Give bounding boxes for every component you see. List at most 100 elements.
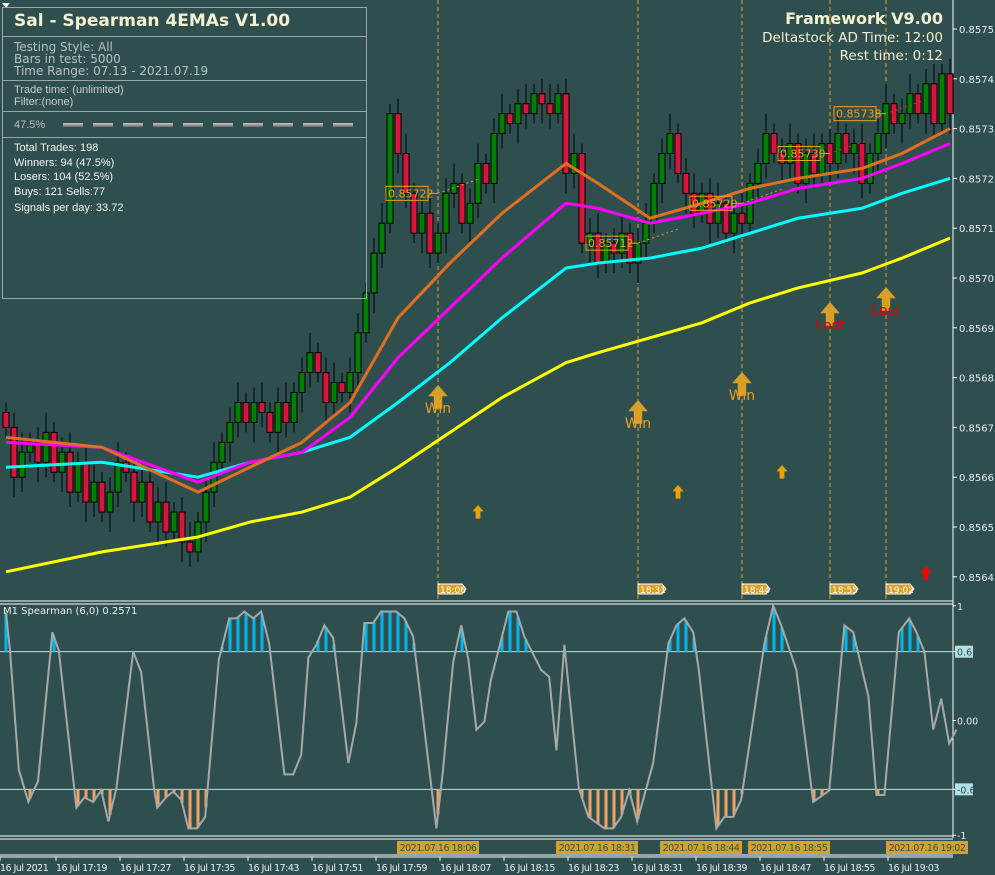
- candle-body: [314, 352, 322, 374]
- candle: [626, 223, 634, 274]
- candle-body: [546, 103, 554, 115]
- candle-body: [466, 202, 474, 224]
- candle: [242, 392, 250, 433]
- candle-body: [2, 411, 10, 428]
- candle-body: [74, 461, 82, 493]
- candle-body: [338, 382, 346, 394]
- price-tick-label: 0.85655: [959, 523, 995, 534]
- candle-body: [330, 382, 338, 403]
- test-settings: Testing Style: All Bars in test: 5000 Ti…: [3, 37, 366, 81]
- time-tick-label: 16 Jul 17:27: [120, 863, 171, 874]
- candle-body: [906, 93, 914, 115]
- candle-body: [346, 372, 354, 394]
- lost-arrow-icon: [876, 287, 896, 311]
- candle-body: [682, 172, 690, 194]
- candle-body: [218, 441, 226, 463]
- candle: [506, 103, 514, 134]
- candle: [570, 133, 578, 189]
- trade-time-axis-label: 2021.07.16 18:55: [751, 843, 828, 854]
- candle-body: [130, 471, 138, 503]
- candle-body: [186, 541, 194, 553]
- candle: [258, 382, 266, 428]
- trade-time: Trade time: (unlimited): [14, 84, 124, 96]
- candle: [442, 178, 450, 254]
- candle: [586, 218, 594, 264]
- candle: [74, 452, 82, 503]
- candle-body: [34, 441, 42, 463]
- candle: [538, 78, 546, 124]
- win-rate-segment: [123, 122, 144, 127]
- entry-price-label: 0.85738: [836, 108, 882, 121]
- candle: [418, 198, 426, 254]
- candle: [890, 93, 898, 134]
- candle-body: [82, 461, 90, 503]
- candle: [802, 138, 810, 204]
- candle-body: [578, 153, 586, 244]
- candle: [298, 357, 306, 413]
- candle-body: [530, 93, 538, 115]
- candle-body: [498, 113, 506, 135]
- candle: [394, 98, 402, 174]
- candle-body: [778, 153, 786, 164]
- candle-body: [274, 402, 282, 433]
- candle: [266, 402, 274, 443]
- signal-arrow-icon: [776, 465, 788, 479]
- win-arrow-icon: [628, 400, 648, 424]
- candle: [762, 113, 770, 179]
- candle: [770, 123, 778, 164]
- candle: [786, 123, 794, 179]
- panel-collapse-icon[interactable]: [2, 3, 10, 8]
- entry-price-label: 0.85722: [388, 187, 434, 200]
- time-tick-label: 16 Jul 18:15: [504, 863, 555, 874]
- candle-body: [882, 103, 890, 135]
- trade-time-axis-label: 2021.07.16 19:02: [889, 843, 966, 854]
- candle: [842, 123, 850, 164]
- trade-time-label: 18:31: [640, 586, 666, 596]
- price-tick-label: 0.85705: [959, 274, 995, 285]
- trade-time-axis-bg: [660, 841, 742, 854]
- trade-result-label: Win: [425, 401, 451, 417]
- time-tick-label: 16 Jul 17:43: [248, 863, 299, 874]
- time-tick-label: 16 Jul 18:31: [632, 863, 683, 874]
- candle-body: [354, 332, 362, 374]
- candle-body: [50, 431, 58, 473]
- win-rate-segment: [213, 122, 234, 127]
- candle: [514, 88, 522, 144]
- win-rate-segment: [63, 122, 84, 127]
- win-arrow-icon: [732, 372, 752, 396]
- price-tick-label: 0.85685: [959, 374, 995, 385]
- trade-time-axis-bg: [886, 841, 968, 854]
- candle-body: [322, 372, 330, 403]
- candle-body: [938, 73, 946, 125]
- win-rate-segment: [243, 122, 264, 127]
- trade-time-axis-marker: 2021.07.16 18:44: [660, 841, 742, 854]
- total-trades: Total Trades: 198: [14, 142, 99, 154]
- candle: [946, 58, 954, 134]
- candle: [18, 432, 26, 493]
- entry-price-label: 0.85720: [692, 197, 738, 210]
- candle-body: [426, 212, 434, 254]
- signal-arrow-icon: [672, 485, 684, 499]
- price-tick-label: 0.85645: [959, 573, 995, 584]
- candle-body: [866, 153, 874, 184]
- trade-time-flag: 18:06: [437, 583, 467, 596]
- candle-body: [642, 222, 650, 244]
- candle: [754, 148, 762, 204]
- candle-body: [242, 402, 250, 423]
- trade-filters: Trade time: (unlimited) Filter:(none): [3, 81, 366, 112]
- candle-body: [506, 113, 514, 125]
- candle-body: [738, 212, 746, 224]
- trade-time-axis-marker: 2021.07.16 19:02: [886, 841, 968, 854]
- candle: [354, 312, 362, 388]
- price-tick-label: 0.85665: [959, 473, 995, 484]
- trade-time-axis-bg: [397, 841, 479, 854]
- candle-body: [674, 133, 682, 174]
- oscillator-tick-label: -1: [957, 831, 966, 842]
- time-tick-label: 16 Jul 17:51: [312, 863, 363, 874]
- candle-body: [434, 232, 442, 254]
- candle-body: [946, 73, 954, 115]
- candle-body: [770, 133, 778, 155]
- candle: [482, 153, 490, 194]
- candle-body: [138, 481, 146, 503]
